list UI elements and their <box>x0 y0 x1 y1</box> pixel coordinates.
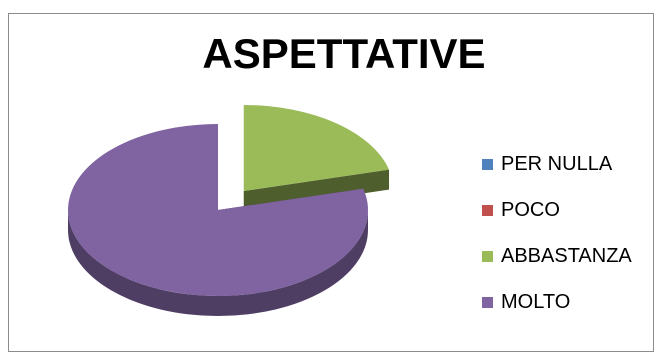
legend-label-poco: POCO <box>501 198 560 221</box>
pie-tops <box>68 104 390 296</box>
legend-label-molto: MOLTO <box>501 290 571 313</box>
legend-swatch-poco <box>482 204 493 216</box>
chart-title: ASPETTATIVE <box>202 30 486 77</box>
legend-item-abbastanza: ABBASTANZA <box>482 233 632 279</box>
legend-swatch-abbastanza <box>482 250 493 262</box>
legend: PER NULLA POCO ABBASTANZA MOLTO <box>482 141 632 325</box>
legend-label-per-nulla: PER NULLA <box>501 152 613 175</box>
legend-item-poco: POCO <box>482 187 632 233</box>
pie-slice-abbastanza <box>243 104 390 191</box>
legend-item-molto: MOLTO <box>482 279 632 325</box>
pie-side-molto <box>68 210 368 316</box>
legend-item-per-nulla: PER NULLA <box>482 141 632 187</box>
pie-wall-abbastanza-1 <box>243 169 390 211</box>
pie-slice-molto <box>68 124 369 296</box>
legend-swatch-per-nulla <box>482 158 493 170</box>
legend-swatch-molto <box>482 296 493 308</box>
legend-label-abbastanza: ABBASTANZA <box>501 244 632 267</box>
